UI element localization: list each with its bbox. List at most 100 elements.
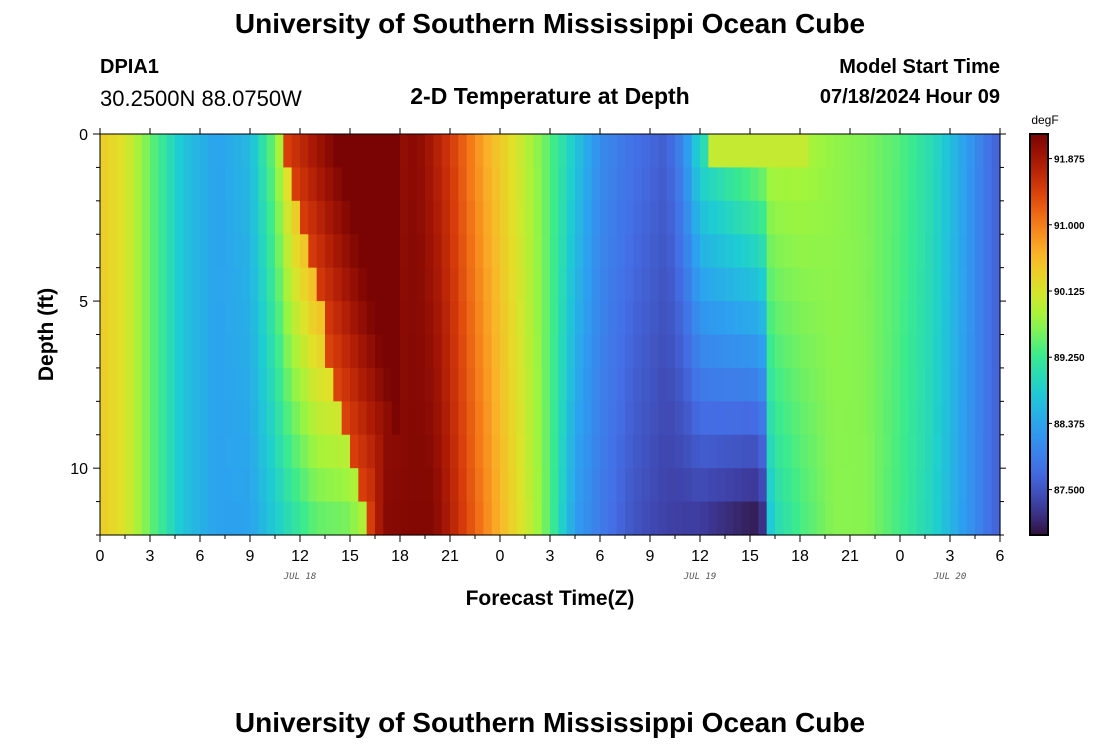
heatmap-cell [350, 301, 359, 336]
heatmap-cell [650, 267, 659, 302]
heatmap-cell [600, 134, 609, 169]
heatmap-cell [791, 401, 801, 436]
heatmap-cell [566, 501, 576, 536]
heatmap-cell [650, 167, 659, 202]
heatmap-cell [783, 301, 793, 336]
heatmap-cell [100, 167, 109, 202]
heatmap-cell [591, 134, 601, 169]
heatmap-cell [725, 234, 734, 269]
heatmap-cell [825, 334, 834, 369]
heatmap-cell [833, 367, 843, 402]
heatmap-cell [133, 134, 143, 169]
heatmap-cell [608, 501, 618, 536]
heatmap-cell [483, 434, 493, 469]
heatmap-cell [275, 468, 284, 503]
heatmap-cell [766, 401, 776, 436]
heatmap-cell [808, 434, 818, 469]
heatmap-cell [416, 200, 426, 235]
heatmap-cell [491, 401, 501, 436]
heatmap-cell [500, 468, 509, 503]
heatmap-cell [116, 334, 126, 369]
heatmap-cell [883, 367, 893, 402]
heatmap-cell [975, 167, 984, 202]
heatmap-cell [350, 134, 359, 169]
heatmap-cell [275, 167, 284, 202]
heatmap-cell [933, 334, 943, 369]
heatmap-cell [816, 367, 826, 402]
heatmap-cell [541, 367, 551, 402]
heatmap-cell [733, 200, 743, 235]
heatmap-cell [175, 434, 184, 469]
heatmap-cell [683, 334, 693, 369]
heatmap-cell [191, 434, 201, 469]
heatmap-cell [341, 501, 351, 536]
heatmap-cell [225, 468, 234, 503]
heatmap-cell [933, 134, 943, 169]
heatmap-cell [716, 267, 726, 302]
heatmap-cell [533, 134, 543, 169]
x-tick-label: 21 [441, 548, 459, 565]
model-start-label: Model Start Time [839, 56, 1000, 78]
heatmap-cell [266, 434, 276, 469]
heatmap-cell [241, 234, 251, 269]
heatmap-cell [608, 234, 618, 269]
heatmap-cell [683, 267, 693, 302]
heatmap-cell [716, 468, 726, 503]
heatmap-cell [308, 367, 318, 402]
heatmap-cell [716, 401, 726, 436]
y-tick-label: 0 [79, 127, 88, 144]
heatmap-cell [900, 234, 909, 269]
heatmap-cell [200, 234, 209, 269]
heatmap-cell [891, 234, 901, 269]
heatmap-cell [283, 434, 293, 469]
heatmap-cell [116, 501, 126, 536]
heatmap-cell [208, 134, 218, 169]
heatmap-cell [300, 301, 309, 336]
heatmap-cell [733, 367, 743, 402]
heatmap-cell [941, 301, 951, 336]
heatmap-cell [500, 401, 509, 436]
heatmap-cell [400, 434, 409, 469]
heatmap-cell [850, 367, 859, 402]
heatmap-cell [841, 200, 851, 235]
heatmap-cell [283, 167, 293, 202]
heatmap-cell [866, 434, 876, 469]
heatmap-cell [883, 468, 893, 503]
heatmap-cell [766, 434, 776, 469]
heatmap-cell [191, 234, 201, 269]
heatmap-cell [641, 434, 651, 469]
heatmap-cell [941, 468, 951, 503]
heatmap-cell [241, 167, 251, 202]
heatmap-cell [475, 434, 484, 469]
heatmap-cell [783, 468, 793, 503]
heatmap-cell [333, 200, 343, 235]
heatmap-cell [591, 167, 601, 202]
heatmap-cell [608, 200, 618, 235]
heatmap-cell [133, 234, 143, 269]
heatmap-cell [991, 134, 1001, 169]
colorbar-gradient [1029, 133, 1049, 536]
heatmap-cell [791, 367, 801, 402]
heatmap-cell [150, 234, 159, 269]
heatmap-cell [966, 134, 976, 169]
heatmap-cell [183, 367, 193, 402]
x-axis-label: Forecast Time(Z) [466, 587, 635, 610]
heatmap-cell [825, 501, 834, 536]
heatmap-cell [191, 167, 201, 202]
heatmap-cell [200, 167, 209, 202]
heatmap-cell [366, 501, 376, 536]
heatmap-cell [183, 134, 193, 169]
heatmap-cell [875, 200, 884, 235]
y-tick-label: 5 [79, 294, 88, 311]
heatmap-cell [866, 334, 876, 369]
heatmap-cell [891, 434, 901, 469]
heatmap-cell [675, 434, 684, 469]
heatmap-cell [483, 401, 493, 436]
heatmap-cell [925, 501, 934, 536]
heatmap-cell [266, 200, 276, 235]
heatmap-cell [858, 468, 868, 503]
heatmap-cell [900, 434, 909, 469]
heatmap-cell [133, 367, 143, 402]
heatmap-cell [125, 501, 134, 536]
heatmap-cell [366, 334, 376, 369]
